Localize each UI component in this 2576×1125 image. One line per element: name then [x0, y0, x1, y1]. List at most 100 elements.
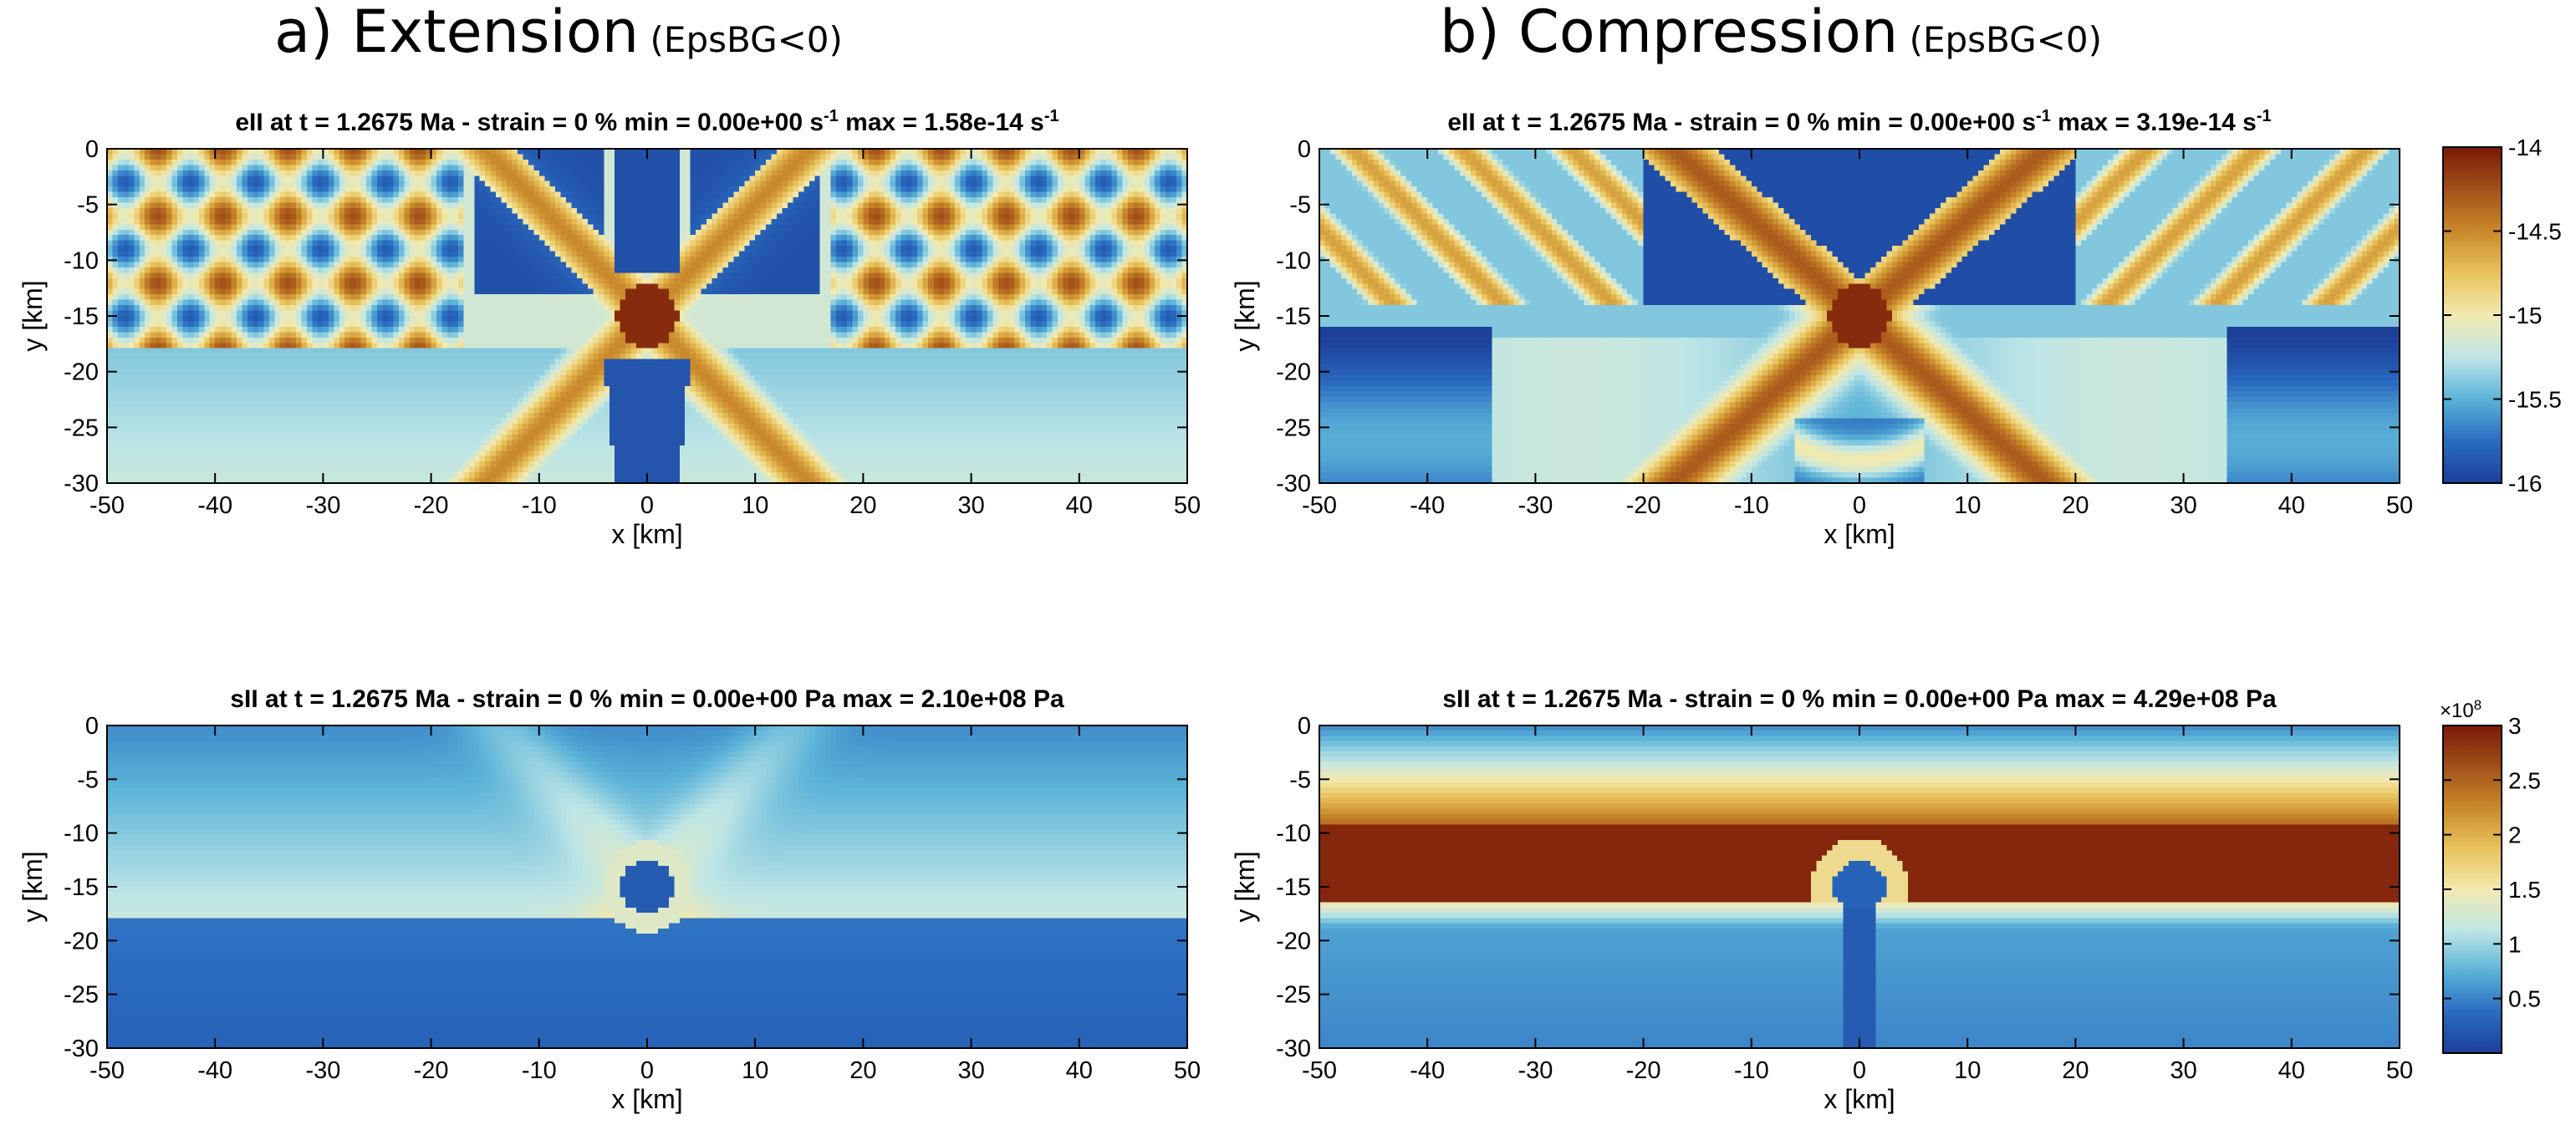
- y-tick-label: -10: [64, 821, 99, 848]
- heatmap-a-top: eII at t = 1.2675 Ma - strain = 0 % min …: [18, 107, 1201, 549]
- y-tick-label: -5: [1289, 192, 1311, 219]
- plot-title: eII at t = 1.2675 Ma - strain = 0 % min …: [235, 107, 1058, 136]
- x-tick-label: 20: [2062, 492, 2089, 519]
- x-tick-label: -50: [1302, 492, 1337, 519]
- y-tick-label: -15: [1276, 303, 1311, 330]
- colorbar-tick-label: 0.5: [2508, 986, 2541, 1012]
- x-tick-label: 50: [1174, 492, 1201, 519]
- x-tick-label: 0: [1853, 1057, 1866, 1084]
- y-tick-label: -30: [64, 471, 99, 497]
- colorbar-exponent: ×108: [2440, 697, 2482, 723]
- colorbar-tick-label: 3: [2508, 713, 2522, 739]
- y-tick-label: -25: [64, 982, 99, 1009]
- x-tick-label: -50: [1302, 1057, 1337, 1084]
- plot-title: sII at t = 1.2675 Ma - strain = 0 % min …: [230, 685, 1064, 713]
- y-tick-label: 0: [1298, 713, 1311, 740]
- colorbar-tick-label: -15: [2508, 303, 2542, 328]
- column-title-compression: b) Compression (EpsBG<0): [1440, 0, 2102, 66]
- x-tick-label: 30: [2170, 492, 2196, 519]
- x-tick-label: -20: [1626, 492, 1661, 519]
- y-tick-label: -5: [77, 192, 99, 219]
- x-tick-label: 50: [2386, 492, 2413, 519]
- x-axis-label: x [km]: [1824, 519, 1895, 549]
- heatmap-b-bottom: sII at t = 1.2675 Ma - strain = 0 % min …: [1230, 685, 2413, 1114]
- x-tick-label: 0: [1853, 492, 1866, 519]
- plot-title: eII at t = 1.2675 Ma - strain = 0 % min …: [1447, 107, 2271, 136]
- x-tick-label: 10: [742, 1057, 768, 1084]
- y-axis-label: y [km]: [1230, 280, 1260, 351]
- x-tick-label: 30: [957, 1057, 984, 1084]
- y-tick-label: -20: [1276, 359, 1311, 386]
- heatmap-b-top: eII at t = 1.2675 Ma - strain = 0 % min …: [1230, 107, 2413, 549]
- y-axis-label: y [km]: [1230, 851, 1260, 922]
- x-tick-label: -40: [197, 1057, 232, 1084]
- colorbar: -14 -14.5 -15 -15.5 -16: [2442, 135, 2562, 496]
- x-tick-label: 50: [2386, 1057, 2413, 1084]
- x-tick-label: -10: [522, 492, 557, 519]
- x-tick-label: 0: [640, 492, 654, 519]
- x-tick-label: -50: [89, 1057, 125, 1084]
- x-tick-label: 30: [957, 492, 984, 519]
- y-tick-label: -25: [64, 415, 99, 441]
- column-title-extension: a) Extension (EpsBG<0): [274, 0, 843, 66]
- y-tick-label: 0: [1298, 136, 1311, 163]
- heatmap-a-bottom: sII at t = 1.2675 Ma - strain = 0 % min …: [18, 685, 1201, 1114]
- x-axis-label: x [km]: [1824, 1084, 1895, 1114]
- colorbar-tick-label: -15.5: [2508, 387, 2562, 413]
- colorbar-tick-label: -16: [2508, 471, 2542, 496]
- y-tick-label: -30: [1276, 1036, 1311, 1062]
- x-tick-label: 10: [1954, 1057, 1981, 1084]
- x-tick-label: -40: [1410, 492, 1445, 519]
- x-tick-label: -40: [197, 492, 232, 519]
- colorbar-gradient: [2442, 146, 2502, 484]
- y-tick-label: -5: [77, 766, 99, 793]
- colorbar-tick-label: 1: [2508, 931, 2522, 957]
- x-tick-label: -30: [305, 492, 340, 519]
- colorbar-tick-label: -14.5: [2508, 219, 2562, 245]
- y-tick-label: -30: [64, 1036, 99, 1062]
- x-tick-label: -10: [522, 1057, 557, 1084]
- x-tick-label: -50: [89, 492, 125, 519]
- x-tick-label: -30: [305, 1057, 340, 1084]
- x-tick-label: 10: [1954, 492, 1981, 519]
- x-axis-label: x [km]: [611, 1084, 682, 1114]
- y-tick-label: -15: [1276, 874, 1311, 901]
- y-tick-label: -25: [1276, 982, 1311, 1009]
- x-tick-label: 50: [1174, 1057, 1201, 1084]
- x-tick-label: -20: [414, 1057, 449, 1084]
- y-tick-label: -5: [1289, 766, 1311, 793]
- y-tick-label: -10: [64, 247, 99, 274]
- y-axis-label: y [km]: [18, 851, 48, 922]
- y-tick-label: 0: [85, 136, 99, 163]
- x-axis-label: x [km]: [611, 519, 682, 549]
- colorbar-gradient: [2442, 725, 2502, 1054]
- x-tick-label: 40: [1066, 1057, 1093, 1084]
- x-tick-label: 0: [640, 1057, 654, 1084]
- x-tick-label: -20: [1626, 1057, 1661, 1084]
- y-tick-label: -25: [1276, 415, 1311, 441]
- x-tick-label: -30: [1518, 1057, 1553, 1084]
- x-tick-label: 40: [2278, 1057, 2305, 1084]
- x-tick-label: -10: [1734, 1057, 1769, 1084]
- y-tick-label: -20: [1276, 928, 1311, 954]
- x-tick-label: -10: [1734, 492, 1769, 519]
- colorbar-tick-label: 1.5: [2508, 877, 2541, 903]
- y-tick-label: -10: [1276, 821, 1311, 848]
- x-tick-label: 40: [1066, 492, 1093, 519]
- x-tick-label: 10: [742, 492, 768, 519]
- plot-title: sII at t = 1.2675 Ma - strain = 0 % min …: [1442, 685, 2277, 713]
- colorbar-tick-label: -14: [2508, 135, 2542, 160]
- x-tick-label: 20: [849, 1057, 876, 1084]
- x-tick-label: 20: [2062, 1057, 2089, 1084]
- heatmap-image: [107, 149, 1187, 483]
- x-tick-label: -40: [1410, 1057, 1445, 1084]
- y-tick-label: -30: [1276, 471, 1311, 497]
- y-tick-label: -15: [64, 874, 99, 901]
- y-tick-label: -20: [64, 928, 99, 954]
- x-tick-label: -20: [414, 492, 449, 519]
- y-tick-label: -20: [64, 359, 99, 386]
- heatmap-image: [1319, 725, 2400, 1048]
- y-tick-label: -15: [64, 303, 99, 330]
- x-tick-label: 30: [2170, 1057, 2196, 1084]
